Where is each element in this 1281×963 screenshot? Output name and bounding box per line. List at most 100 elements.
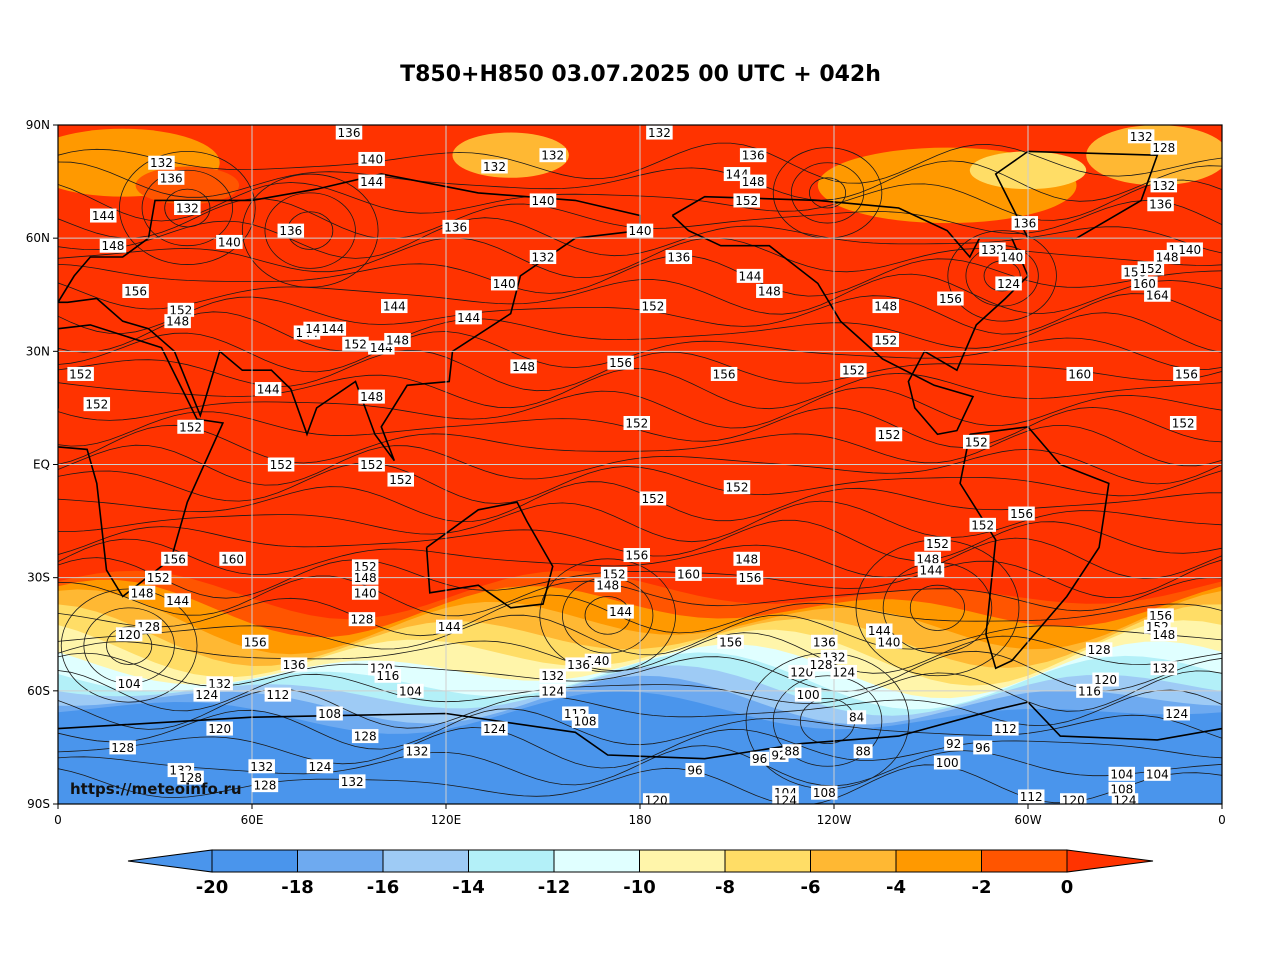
- contour-label-bg: [177, 419, 204, 434]
- contour-label-text: 156: [1175, 367, 1198, 381]
- contour-label-bg: [144, 570, 172, 585]
- closed-contour: [909, 584, 966, 631]
- contour-label-bg: [216, 234, 243, 249]
- contour-label: 148: [351, 570, 379, 585]
- contour-label-text: 140: [493, 277, 516, 291]
- contour-label-text: 148: [758, 284, 781, 298]
- contour-label-bg: [384, 333, 411, 348]
- contour-label-bg: [403, 744, 431, 759]
- contour-label-text: 156: [738, 571, 761, 585]
- contour-label: 160: [219, 551, 246, 566]
- contour-label: 148: [733, 551, 760, 566]
- contour-label-bg: [1176, 242, 1203, 257]
- contour-label-bg: [1150, 178, 1178, 193]
- contour-label-bg: [717, 634, 744, 649]
- contour-label-text: 100: [936, 756, 959, 770]
- contour-label-bg: [351, 570, 379, 585]
- contour-label: 128: [351, 729, 379, 744]
- contour-label-text: 152: [360, 458, 383, 472]
- contour-label: 128: [807, 657, 835, 672]
- contour-label: 132: [403, 744, 431, 759]
- contour-label-text: 120: [118, 628, 141, 642]
- contour-label-text: 152: [389, 473, 412, 487]
- contour-label-bg: [1173, 366, 1200, 381]
- contour-label-text: 140: [587, 654, 610, 668]
- contour-label: 152: [639, 299, 667, 314]
- contour-label: 148: [756, 283, 783, 298]
- lon-tick-label: 120W: [817, 813, 852, 827]
- contour-label-text: 112: [266, 688, 289, 702]
- contour-label-bg: [937, 291, 964, 306]
- contour-label-bg: [83, 397, 111, 412]
- contour-label-bg: [193, 687, 220, 702]
- latitude-ticks: 90N 60N 30N EQ 30S 60S 90S: [26, 118, 58, 811]
- contour-label: 148: [510, 359, 537, 374]
- closed-contour: [947, 230, 1057, 322]
- contour-label-bg: [623, 416, 651, 431]
- contour-label: 160: [1131, 276, 1158, 291]
- contour-label: 148: [99, 238, 127, 253]
- contour-label-bg: [335, 125, 363, 140]
- contour-label-bg: [241, 634, 269, 649]
- contour-label-text: 152: [147, 571, 170, 585]
- contour-label: 104: [397, 683, 424, 698]
- watermark[interactable]: https://meteoinfo.ru: [70, 780, 242, 798]
- contour-label: 128: [1150, 140, 1178, 155]
- contour-label-bg: [164, 593, 191, 608]
- contour-label-bg: [128, 585, 156, 600]
- contour-label-text: 156: [244, 635, 267, 649]
- contour-label: 156: [241, 634, 269, 649]
- contour-label-bg: [510, 359, 537, 374]
- contour-label: 88: [782, 744, 802, 759]
- contour-label: 156: [607, 355, 634, 370]
- contour-label-text: 152: [344, 337, 367, 351]
- contour-label: 152: [67, 366, 94, 381]
- contour-label-text: 112: [994, 722, 1017, 736]
- contour-label: 152: [623, 416, 651, 431]
- contour-label-text: 136: [813, 635, 836, 649]
- contour-label-text: 148: [512, 360, 535, 374]
- contour-label-text: 136: [742, 149, 765, 163]
- contour-label: 144: [866, 623, 893, 638]
- contour-label: 148: [358, 389, 385, 404]
- contour-label: 148: [739, 174, 767, 189]
- contour-label-text: 120: [645, 794, 668, 808]
- contour-label-text: 120: [1062, 794, 1085, 808]
- contour-label-bg: [358, 389, 385, 404]
- contour-label-text: 108: [1110, 782, 1133, 796]
- contour-label-bg: [969, 517, 996, 532]
- contour-label: 132: [338, 774, 366, 789]
- contour-label-text: 120: [790, 665, 813, 679]
- contour-label-bg: [351, 729, 379, 744]
- contour-label: 124: [306, 759, 334, 774]
- contour-label-bg: [830, 664, 857, 679]
- contour-label-text: 148: [742, 175, 765, 189]
- contour-label-bg: [992, 721, 1019, 736]
- contour-label: 144: [90, 208, 117, 223]
- contour-label-bg: [539, 148, 566, 163]
- contour-label: 156: [717, 634, 744, 649]
- contour-label-text: 160: [1133, 277, 1156, 291]
- contour-label: 140: [875, 634, 903, 649]
- contour-label: 152: [177, 419, 204, 434]
- contour-label: 136: [811, 634, 838, 649]
- contour-label-bg: [723, 480, 751, 495]
- contour-label-bg: [607, 355, 634, 370]
- contour-label: 144: [164, 593, 191, 608]
- contour-label-text: 152: [169, 303, 192, 317]
- contour-label-text: 108: [574, 715, 597, 729]
- contour-label-text: 136: [667, 251, 690, 265]
- contour-label-text: 156: [124, 284, 147, 298]
- contour-label: 124: [193, 687, 220, 702]
- contour-label: 152: [351, 559, 379, 574]
- contour-label-text: 128: [350, 613, 373, 627]
- contour-label-text: 132: [1152, 179, 1175, 193]
- contour-label: 104: [115, 676, 143, 691]
- contour-label-text: 104: [118, 677, 141, 691]
- contour-label-text: 132: [541, 669, 564, 683]
- contour-label-text: 152: [603, 567, 626, 581]
- colorbar-right-arrow: [1066, 849, 1154, 873]
- contour-label: 156: [1173, 366, 1200, 381]
- colorbar-label: -18: [281, 877, 314, 898]
